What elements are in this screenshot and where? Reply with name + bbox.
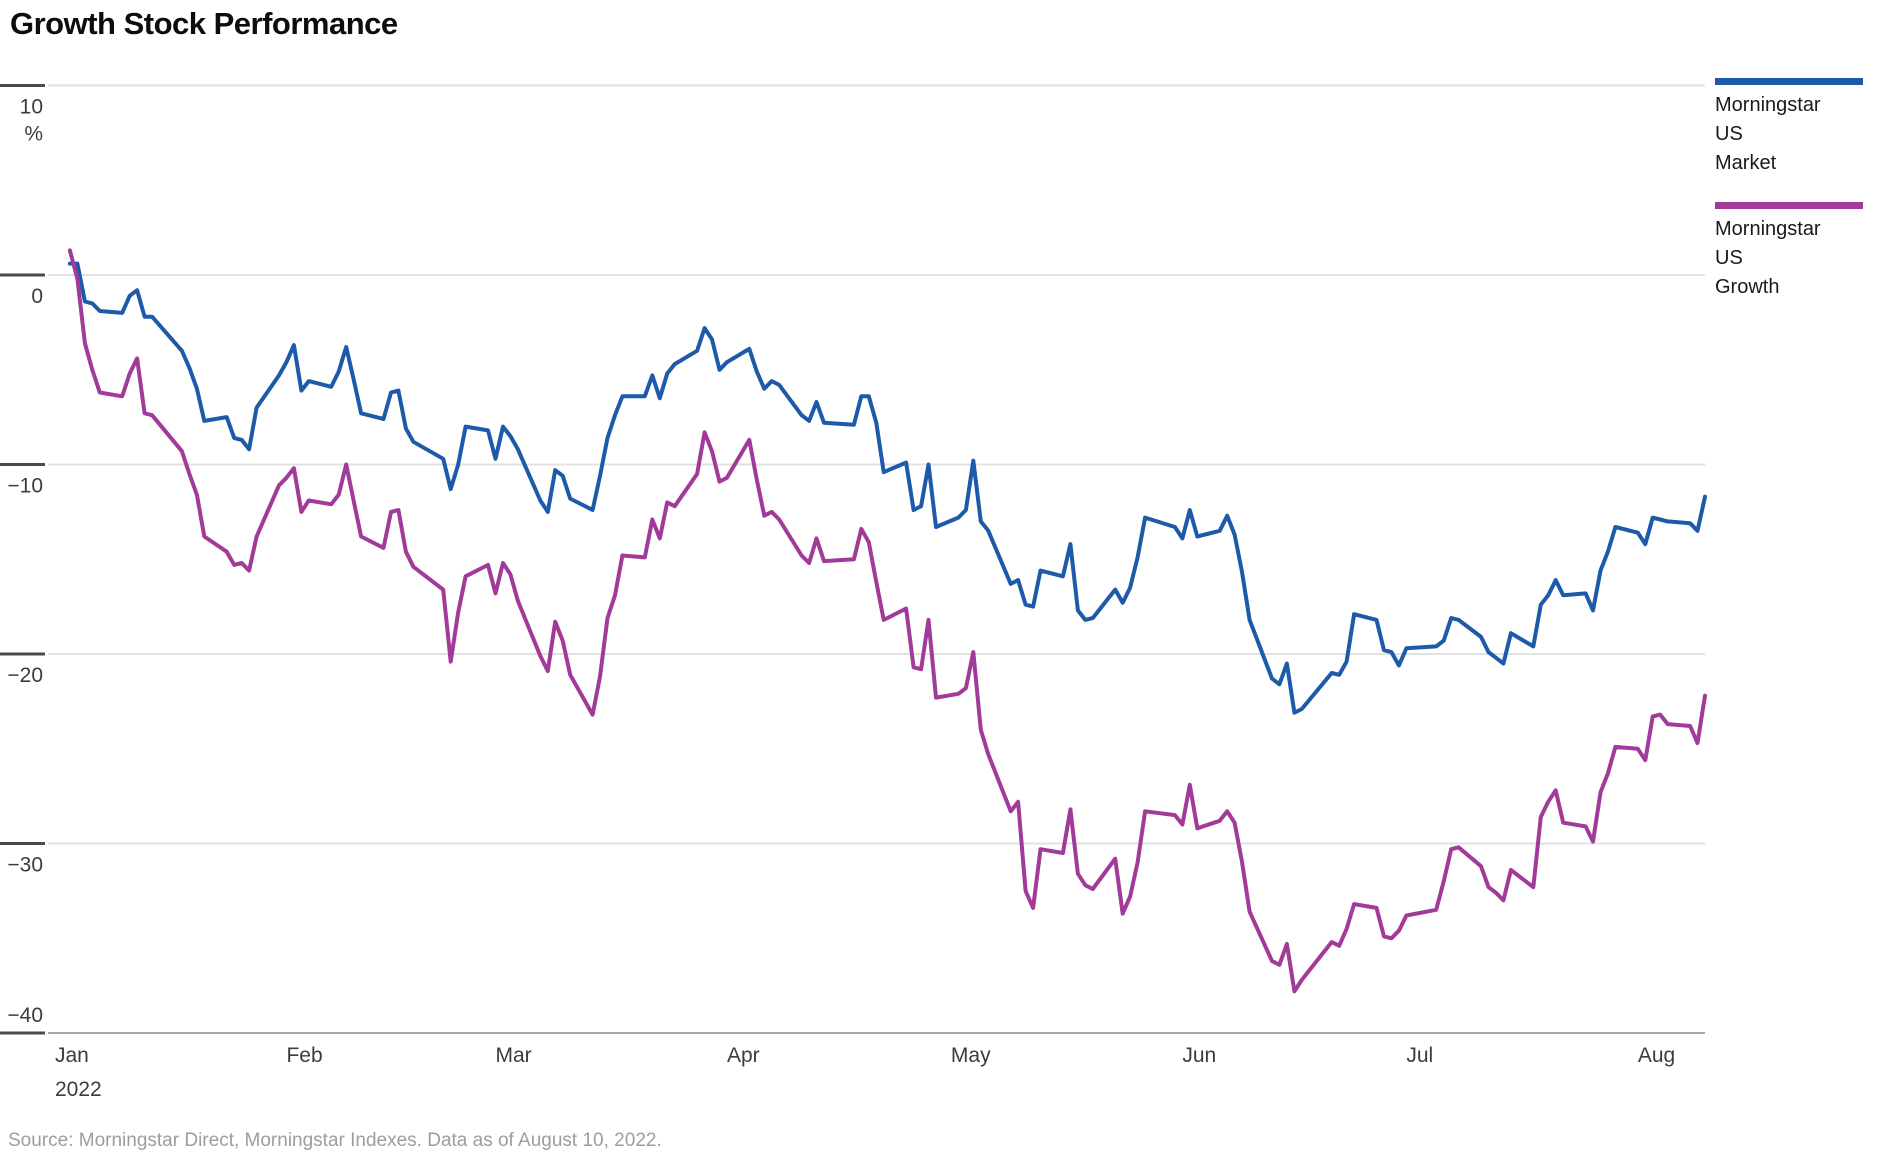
chart-legend: Morningstar US Market Morningstar US Gro… — [1715, 78, 1865, 326]
svg-text:2022: 2022 — [55, 1078, 102, 1101]
svg-text:−20: −20 — [7, 664, 43, 687]
legend-item-us-growth: Morningstar US Growth — [1715, 202, 1865, 302]
svg-text:May: May — [951, 1044, 991, 1067]
source-note: Source: Morningstar Direct, Morningstar … — [8, 1130, 662, 1151]
us-growth-color-swatch — [1715, 202, 1863, 209]
svg-text:−30: −30 — [7, 854, 43, 877]
svg-text:Apr: Apr — [727, 1044, 760, 1067]
svg-text:Aug: Aug — [1638, 1044, 1675, 1067]
legend-item-us-market: Morningstar US Market — [1715, 78, 1865, 178]
svg-text:%: % — [24, 123, 43, 146]
us-market-legend-label: Morningstar US Market — [1715, 94, 1821, 174]
us-market-color-swatch — [1715, 78, 1863, 85]
svg-text:10: 10 — [20, 96, 43, 119]
page-title: Growth Stock Performance — [10, 6, 398, 41]
svg-text:Mar: Mar — [495, 1044, 531, 1067]
svg-text:Jan: Jan — [55, 1044, 89, 1067]
svg-text:−10: −10 — [7, 475, 43, 498]
us-growth-legend-label: Morningstar US Growth — [1715, 218, 1821, 298]
svg-text:Jun: Jun — [1182, 1044, 1216, 1067]
svg-text:0: 0 — [31, 285, 43, 308]
svg-text:−40: −40 — [7, 1004, 43, 1027]
svg-text:Feb: Feb — [286, 1044, 322, 1067]
svg-text:Jul: Jul — [1406, 1044, 1433, 1067]
